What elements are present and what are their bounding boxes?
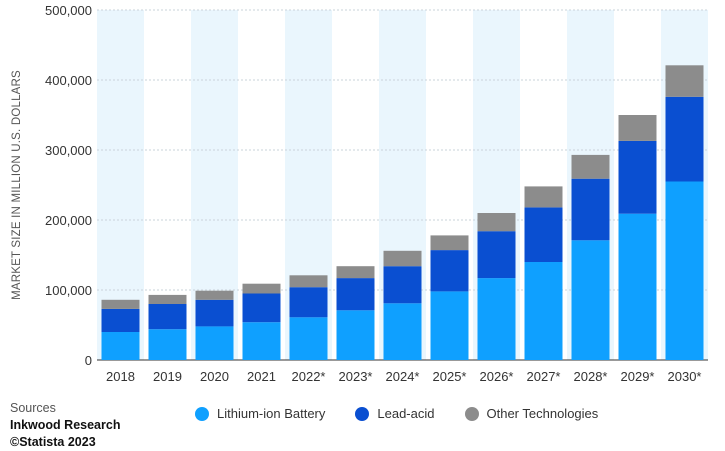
bar-segment-lead-acid[interactable] (571, 178, 610, 241)
y-tick-label: 400,000 (45, 73, 92, 88)
sources-block: Sources Inkwood Research ©Statista 2023 (10, 400, 120, 451)
y-tick-label: 0 (85, 353, 92, 368)
bar-segment-lithium[interactable] (618, 213, 657, 360)
bar-segment-lithium[interactable] (148, 329, 187, 360)
bar-segment-lead-acid[interactable] (289, 287, 328, 318)
x-tick-label: 2030* (668, 369, 702, 384)
bar-segment-lead-acid[interactable] (195, 299, 234, 327)
bar-segment-lithium[interactable] (336, 310, 375, 360)
x-tick-label: 2021 (247, 369, 276, 384)
bar-segment-lead-acid[interactable] (618, 140, 657, 214)
legend: Lithium-ion Battery Lead-acid Other Tech… (195, 406, 598, 421)
x-tick-label: 2019 (153, 369, 182, 384)
stacked-bar-chart: 0 100,000 200,000 300,000 400,000 500,000 201… (11, 3, 708, 384)
bar-segment-lead-acid[interactable] (524, 207, 563, 262)
bar-segment-lead-acid[interactable] (383, 266, 422, 304)
bar-segment-lead-acid[interactable] (430, 250, 469, 292)
legend-swatch-lithium (195, 406, 209, 421)
legend-label-lead-acid: Lead-acid (377, 406, 435, 421)
x-tick-label: 2026* (480, 369, 514, 384)
x-tick-label: 2024* (386, 369, 420, 384)
bar-segment-lithium[interactable] (195, 326, 234, 360)
bar-segment-other[interactable] (289, 275, 328, 288)
legend-item-other[interactable]: Other Technologies (464, 406, 599, 421)
bar-segment-lithium[interactable] (242, 322, 281, 360)
bar-segment-lithium[interactable] (289, 317, 328, 360)
x-tick-labels: 2018 2019 2020 2021 2022* 2023* 2024* 2025* 2026… (106, 369, 701, 384)
sources-label: Sources (10, 401, 56, 415)
bars (101, 65, 704, 361)
bar-segment-other[interactable] (336, 266, 375, 279)
legend-swatch-lead-acid (355, 406, 370, 421)
bar-segment-lithium[interactable] (665, 181, 704, 361)
y-axis-title: MARKET SIZE IN MILLION U.S. DOLLARS (11, 70, 23, 300)
bar-segment-lithium[interactable] (524, 262, 563, 360)
x-tick-label: 2028* (574, 369, 608, 384)
legend-swatch-other (464, 406, 479, 421)
y-tick-label: 500,000 (45, 3, 92, 18)
x-tick-label: 2022* (292, 369, 326, 384)
legend-item-lead-acid[interactable]: Lead-acid (355, 406, 435, 421)
bar-segment-lithium[interactable] (430, 291, 469, 360)
bar-segment-lead-acid[interactable] (665, 96, 704, 182)
y-tick-labels: 0 100,000 200,000 300,000 400,000 500,000 (45, 3, 92, 368)
x-tick-label: 2018 (106, 369, 135, 384)
bar-segment-lead-acid[interactable] (336, 278, 375, 311)
bar-segment-other[interactable] (477, 213, 516, 232)
legend-item-lithium[interactable]: Lithium-ion Battery (195, 406, 325, 421)
x-tick-label: 2029* (621, 369, 655, 384)
bar-segment-lead-acid[interactable] (101, 308, 140, 332)
y-tick-label: 100,000 (45, 283, 92, 298)
x-tick-label: 2027* (527, 369, 561, 384)
bar-segment-other[interactable] (383, 250, 422, 267)
bar-segment-lead-acid[interactable] (148, 304, 187, 330)
source-name: Inkwood Research (10, 418, 121, 432)
bar-segment-lithium[interactable] (571, 240, 610, 360)
x-tick-label: 2025* (433, 369, 467, 384)
x-tick-label: 2020 (200, 369, 229, 384)
bar-segment-other[interactable] (195, 290, 234, 300)
bar-segment-other[interactable] (571, 154, 610, 179)
bar-segment-other[interactable] (148, 294, 187, 304)
bar-segment-lead-acid[interactable] (477, 231, 516, 279)
legend-label-lithium: Lithium-ion Battery (217, 406, 326, 421)
bar-segment-lithium[interactable] (477, 278, 516, 360)
bar-segment-other[interactable] (430, 235, 469, 251)
legend-label-other: Other Technologies (486, 406, 599, 421)
bar-segment-other[interactable] (665, 65, 704, 97)
bar-segment-other[interactable] (101, 299, 140, 309)
bar-segment-lead-acid[interactable] (242, 293, 281, 323)
bar-segment-lithium[interactable] (383, 303, 422, 360)
copyright: ©Statista 2023 (10, 435, 96, 449)
y-tick-label: 300,000 (45, 143, 92, 158)
bar-segment-lithium[interactable] (101, 332, 140, 360)
bar-segment-other[interactable] (618, 115, 657, 141)
x-tick-label: 2023* (339, 369, 373, 384)
y-tick-label: 200,000 (45, 213, 92, 228)
bar-segment-other[interactable] (242, 283, 281, 294)
bar-segment-other[interactable] (524, 186, 563, 208)
